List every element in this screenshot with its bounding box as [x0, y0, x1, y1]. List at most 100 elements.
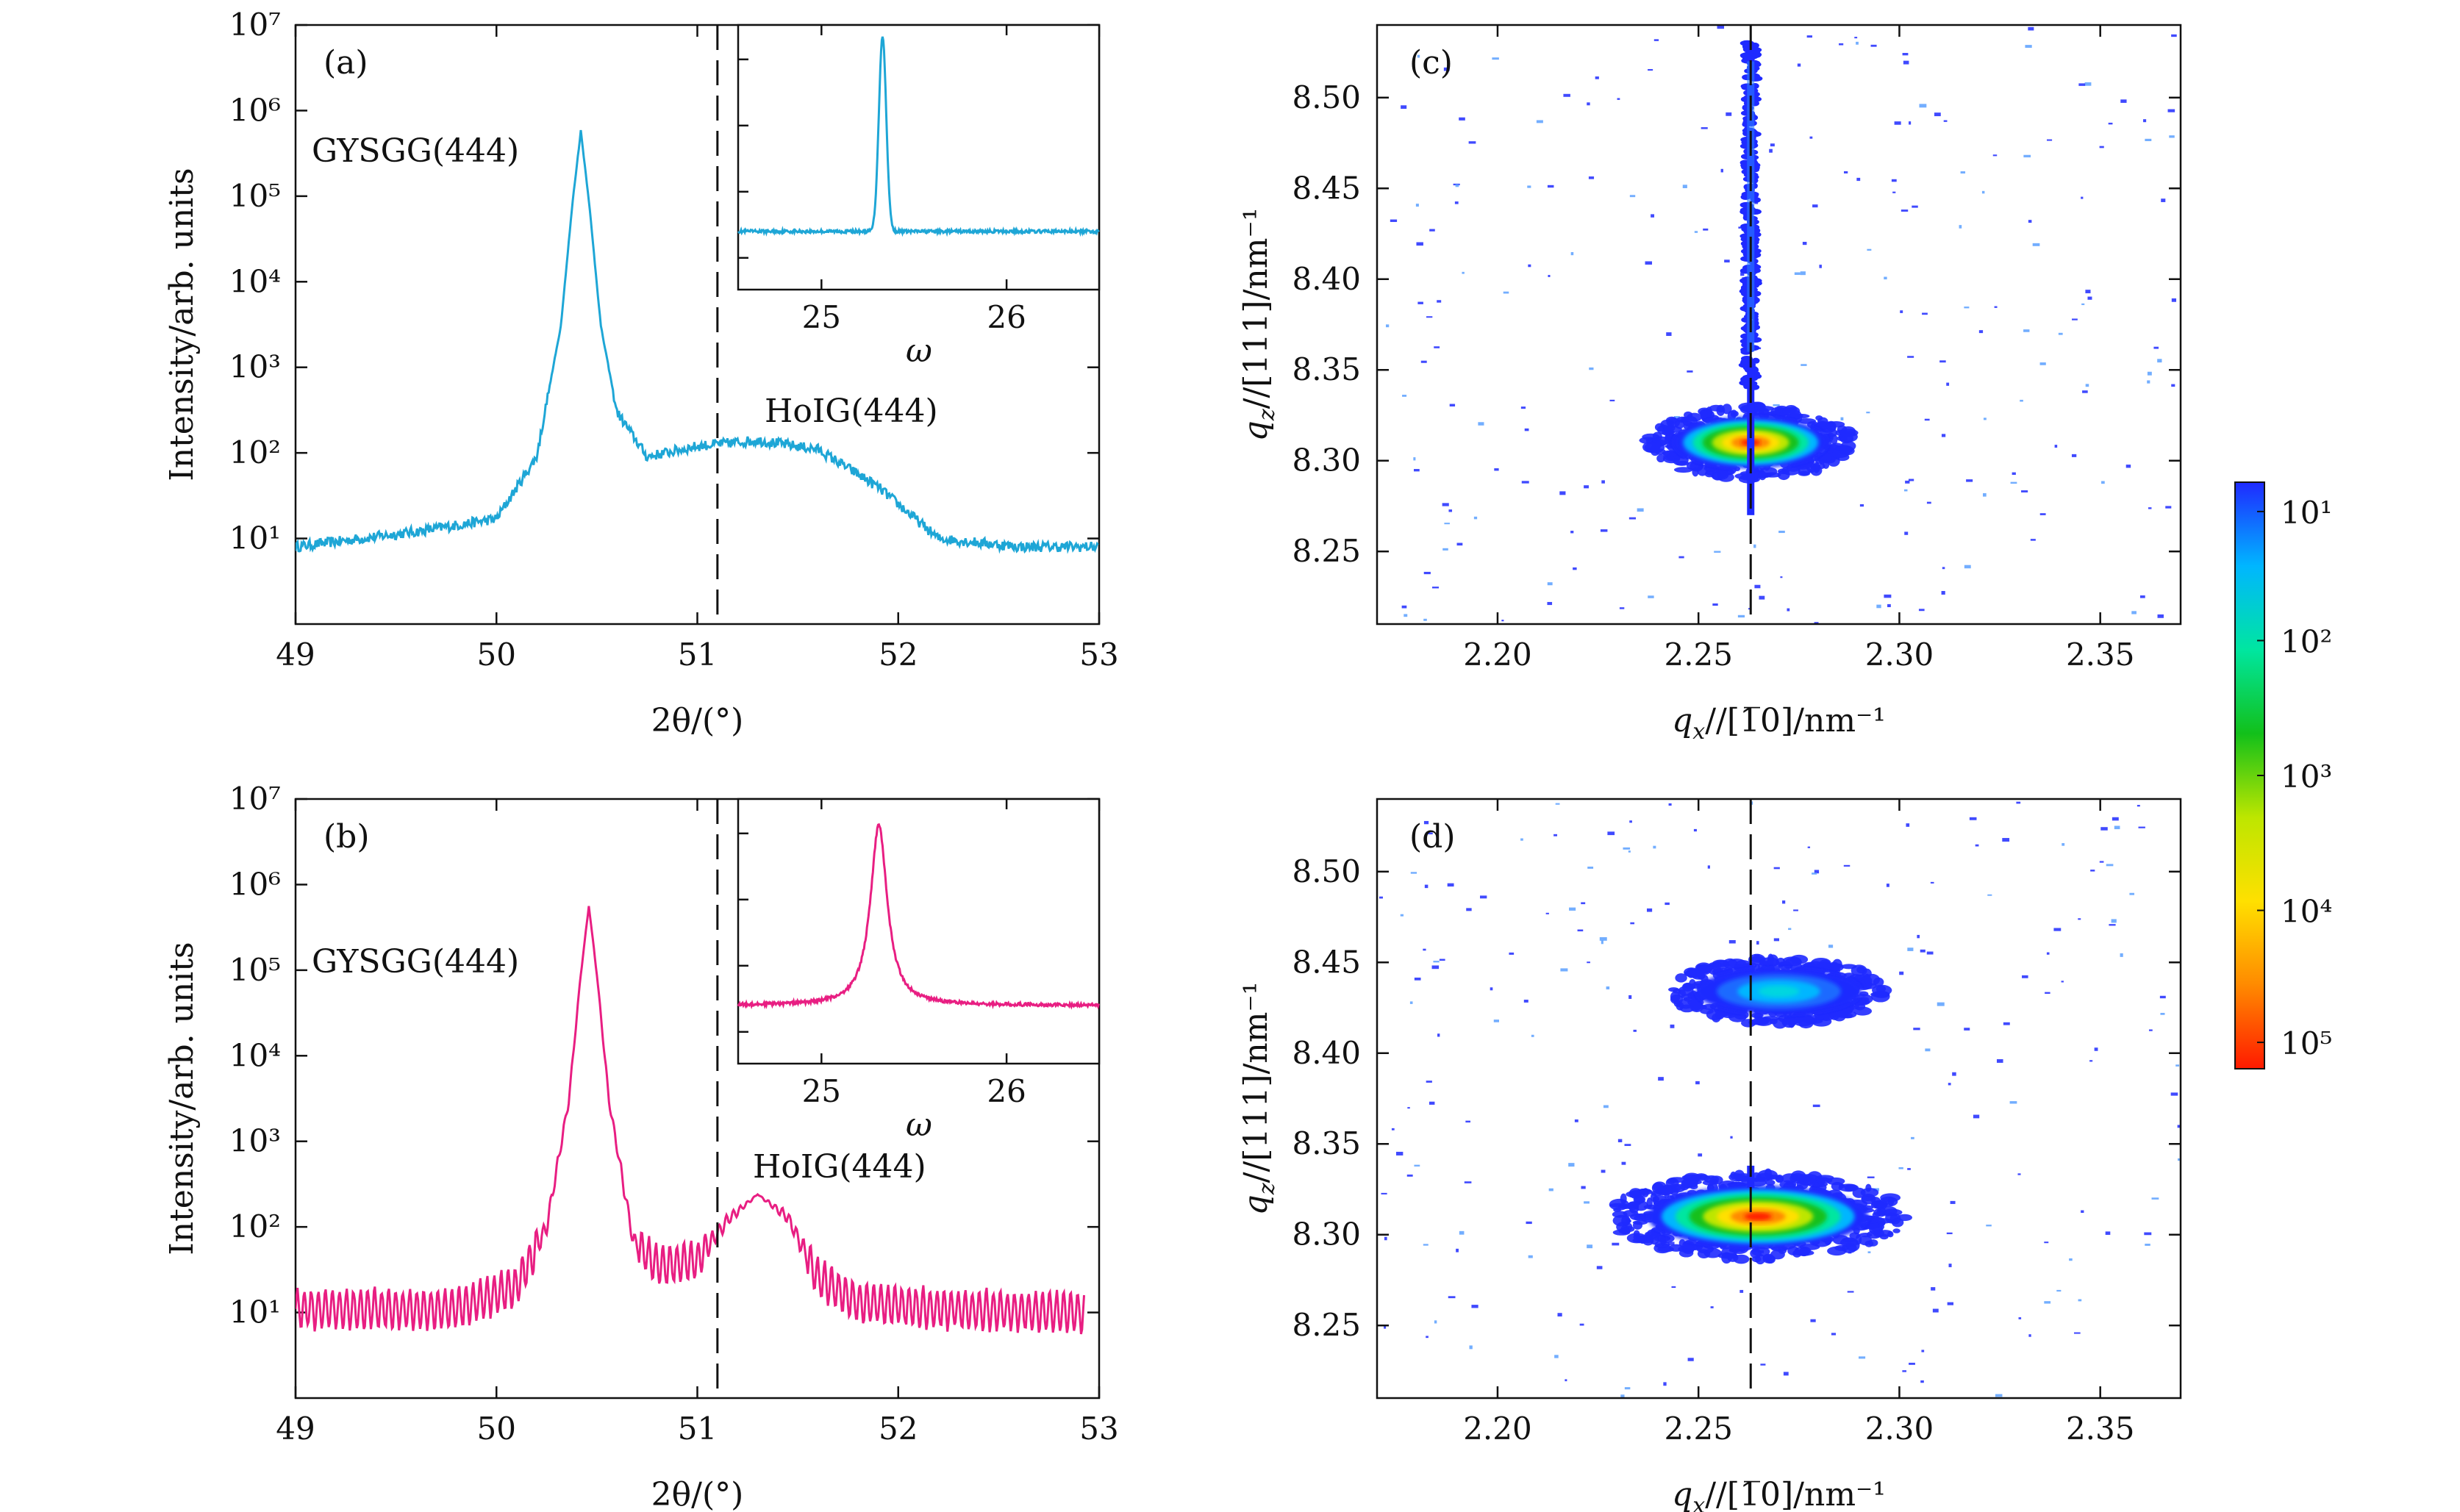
- speckle: [1898, 1167, 1903, 1169]
- spot-pixel: [1865, 1183, 1872, 1192]
- speckle: [1710, 1306, 1714, 1308]
- spot-pixel: [1810, 465, 1823, 476]
- spot-pixel: [1751, 956, 1764, 963]
- spot-pixel: [1864, 1240, 1874, 1247]
- speckle: [1917, 934, 1920, 939]
- speckle: [1648, 68, 1653, 71]
- speckle: [1434, 1320, 1437, 1324]
- speckle: [1402, 395, 1407, 397]
- colorbar-tick-label: 10²: [2281, 623, 2332, 659]
- plot-background: [1377, 799, 2181, 1398]
- spot-pixel: [1659, 1235, 1667, 1246]
- speckle: [1527, 185, 1531, 188]
- speckle: [1975, 844, 1979, 847]
- speckle: [1800, 271, 1806, 276]
- speckle: [1492, 57, 1499, 60]
- inset-x-tick-label: 25: [802, 299, 841, 335]
- spot-pixel: [1879, 1233, 1889, 1240]
- speckle: [1983, 418, 1987, 420]
- speckle: [1480, 895, 1487, 899]
- speckle: [1905, 480, 1910, 484]
- speckle: [1922, 312, 1928, 315]
- speckle: [1912, 205, 1918, 208]
- speckle: [2003, 1022, 2010, 1025]
- speckle: [1794, 272, 1801, 276]
- spot-pixel: [1820, 1178, 1833, 1183]
- speckle: [1547, 601, 1553, 606]
- speckle: [2171, 384, 2175, 387]
- spot-pixel: [1756, 1018, 1770, 1024]
- speckle: [1569, 907, 1576, 911]
- speckle: [1937, 1002, 1945, 1006]
- speckle: [1948, 1083, 1951, 1086]
- speckle: [2081, 196, 2084, 199]
- spot-pixel: [1670, 991, 1681, 1003]
- speckle: [2020, 399, 2023, 402]
- spot-pixel: [1838, 1183, 1845, 1189]
- speckle: [1737, 615, 1745, 618]
- colorbar-tick-label: 10⁵: [2281, 1025, 2332, 1061]
- speckle: [1563, 93, 1570, 97]
- speckle: [1839, 43, 1844, 46]
- panel-label: (a): [323, 44, 368, 82]
- speckle: [2018, 1317, 2022, 1319]
- speckle: [2028, 1334, 2031, 1337]
- x-tick-label: 49: [276, 1411, 315, 1447]
- speckle: [1447, 883, 1454, 887]
- x-tick-label: 49: [276, 637, 315, 673]
- speckle: [1919, 104, 1927, 108]
- speckle: [1920, 949, 1926, 953]
- speckle: [2046, 952, 2050, 955]
- spot-pixel: [1636, 1235, 1645, 1244]
- speckle: [2105, 1231, 2111, 1235]
- inset-a: 25 26 ω: [737, 24, 1101, 370]
- spot-pixel: [1684, 1179, 1702, 1185]
- speckle: [1806, 35, 1813, 38]
- speckle: [2010, 481, 2017, 484]
- speckle: [1414, 1164, 1420, 1167]
- speckle: [1466, 908, 1472, 911]
- speckle: [1587, 961, 1590, 964]
- y-tick-label: 10⁶: [229, 92, 281, 128]
- speckle: [1596, 1266, 1603, 1269]
- inset-x-tick-label: 26: [987, 299, 1026, 335]
- y-tick-label: 10⁴: [229, 1037, 281, 1073]
- spot-pixel: [1873, 1208, 1884, 1217]
- y-axis-label: Intensity/arb. units: [163, 942, 201, 1255]
- speckle: [1509, 952, 1515, 955]
- speckle: [1587, 866, 1594, 869]
- speckle: [1753, 544, 1756, 548]
- speckle: [1886, 884, 1889, 887]
- speckle: [1964, 1028, 1970, 1031]
- map-data: [1379, 801, 2181, 1398]
- spot-pixel: [1853, 1006, 1872, 1016]
- speckle: [1555, 803, 1560, 805]
- spot-pixel: [1841, 1013, 1853, 1019]
- speckle: [1876, 604, 1881, 609]
- speckle: [1788, 928, 1792, 931]
- spot-pixel: [1775, 1175, 1784, 1183]
- spot-pixel: [1767, 953, 1774, 966]
- speckle: [2138, 826, 2145, 828]
- x-tick-label: 53: [1079, 637, 1118, 673]
- speckle: [1379, 896, 1383, 899]
- substrate-label: GYSGG(444): [312, 132, 519, 170]
- speckle: [1995, 1394, 2003, 1397]
- speckle: [2171, 298, 2177, 302]
- film-label: HoIG(444): [753, 1148, 926, 1186]
- speckle: [2120, 953, 2123, 957]
- speckle: [1943, 120, 1948, 122]
- speckle: [1793, 909, 1798, 911]
- speckle: [1787, 608, 1790, 612]
- speckle: [1726, 112, 1732, 116]
- spot-pixel: [1714, 1008, 1725, 1014]
- spot-pixel: [1678, 1248, 1694, 1258]
- speckle: [1867, 1251, 1871, 1253]
- speckle: [1802, 241, 1807, 246]
- speckle: [1901, 209, 1909, 212]
- spot-pixel: [1673, 988, 1681, 994]
- speckle: [1617, 98, 1620, 100]
- film-label: HoIG(444): [765, 393, 938, 430]
- speckle: [2112, 817, 2119, 821]
- speckle: [1391, 1128, 1395, 1131]
